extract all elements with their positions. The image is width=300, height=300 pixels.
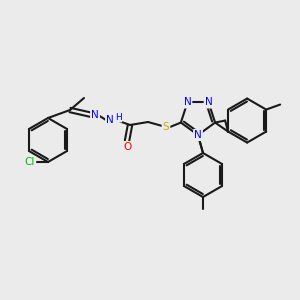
Text: N: N xyxy=(205,98,212,107)
Text: N: N xyxy=(184,98,191,107)
Text: S: S xyxy=(163,122,169,132)
Text: N: N xyxy=(91,110,99,120)
Text: N: N xyxy=(194,130,202,140)
Text: N: N xyxy=(106,115,114,125)
Text: Cl: Cl xyxy=(25,157,35,167)
Text: O: O xyxy=(123,142,131,152)
Text: H: H xyxy=(115,112,122,122)
